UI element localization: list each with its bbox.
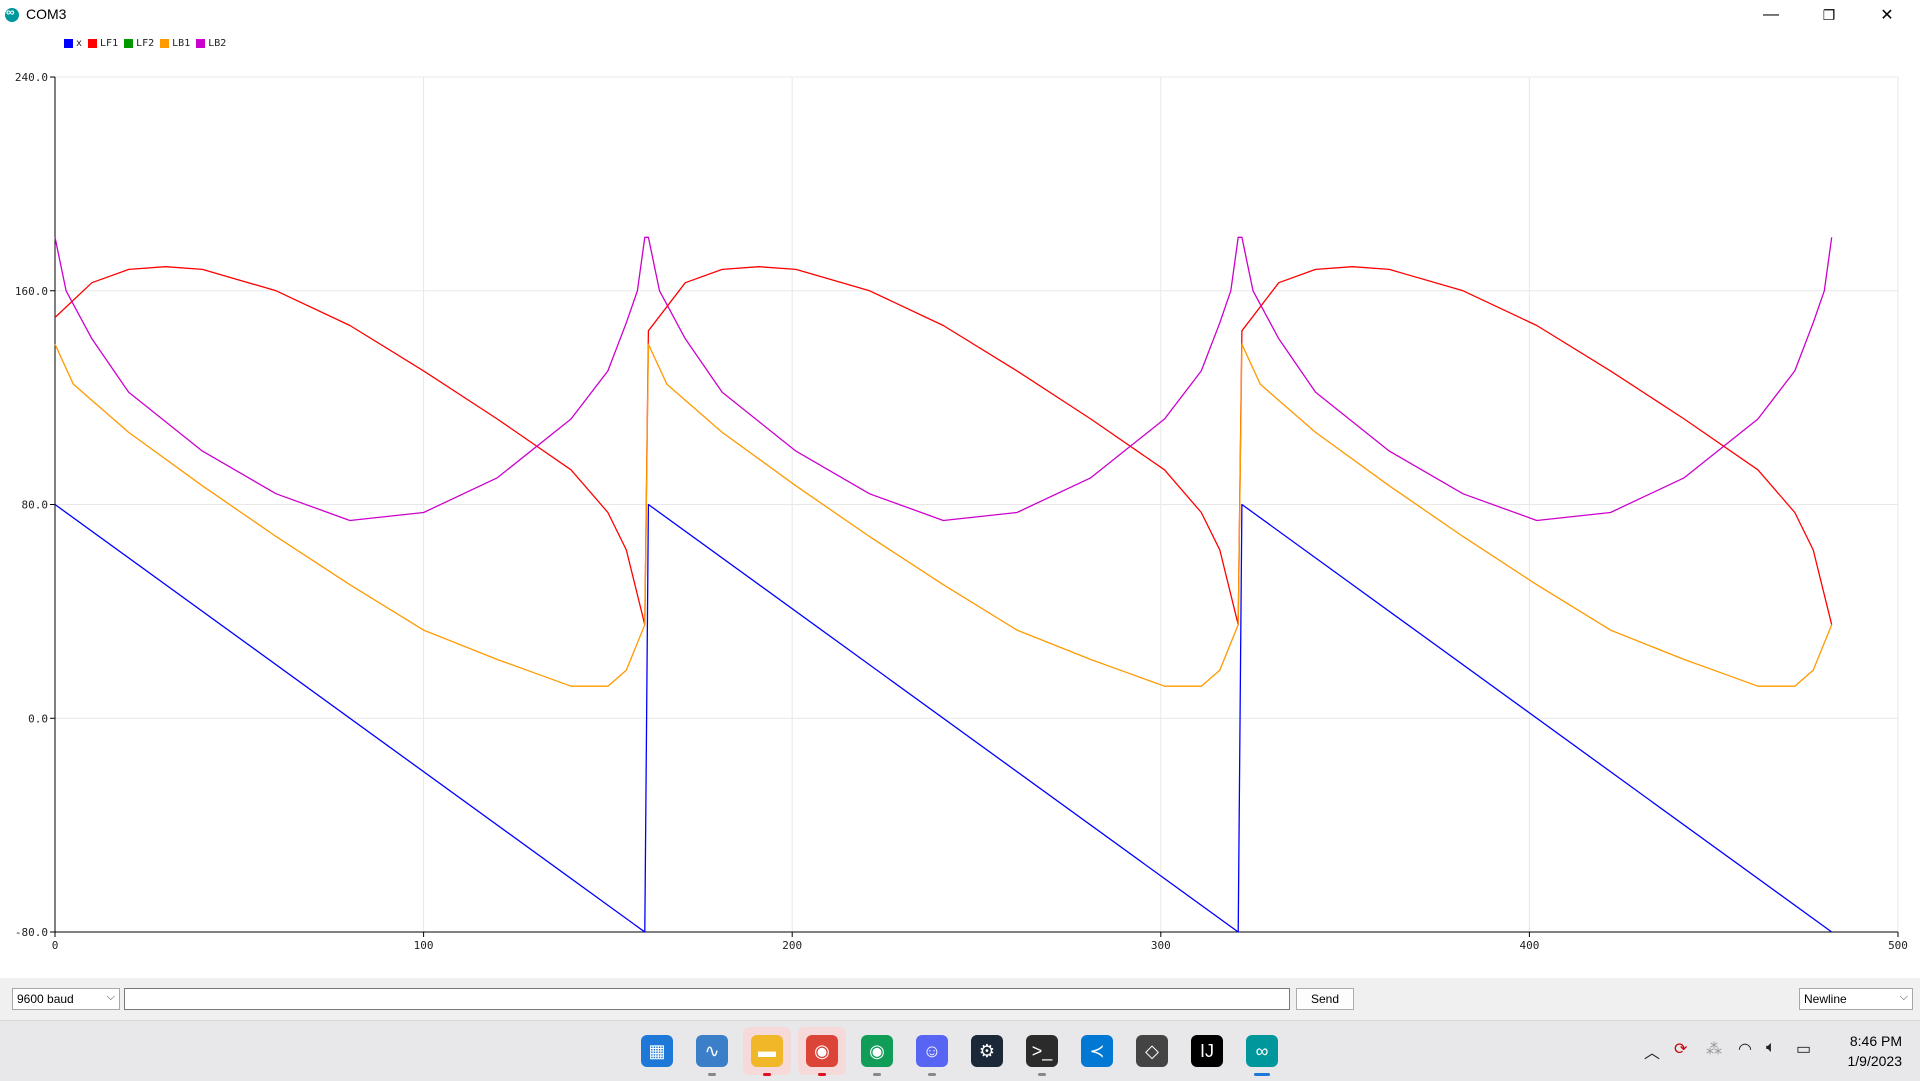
taskbar-running-indicator <box>1254 1073 1270 1076</box>
legend-item-lb2[interactable]: LB2 <box>196 36 226 50</box>
chevron-down-icon: ⌵ <box>1899 991 1908 1003</box>
tray-chevron-icon[interactable]: ︿ <box>1644 1045 1661 1062</box>
x-tick-label: 0 <box>52 939 59 952</box>
legend-swatch <box>64 38 73 48</box>
legend-label: x <box>76 37 83 49</box>
chart-legend: x LF1 LF2 LB1 LB2 <box>64 36 226 50</box>
legend-swatch <box>88 38 98 48</box>
baud-rate-select[interactable]: 9600 baud ⌵ <box>12 988 120 1010</box>
task-manager-icon[interactable]: ∿ <box>696 1035 728 1067</box>
chevron-down-icon: ⌵ <box>106 991 115 1003</box>
legend-item-lb1[interactable]: LB1 <box>160 36 190 50</box>
serial-controls-bar: 9600 baud ⌵ Send Newline ⌵ <box>0 978 1920 1020</box>
series-line-lf1 <box>54 266 1833 626</box>
arduino-app-icon <box>5 5 19 22</box>
series-line-lb1 <box>54 343 1833 687</box>
volume-icon[interactable]: 🔈︎ <box>1766 1039 1776 1056</box>
x-tick-label: 500 <box>1888 939 1908 952</box>
sync-icon[interactable]: ⟳ <box>1674 1041 1688 1058</box>
taskbar-running-indicator <box>928 1073 936 1076</box>
y-tick-label: -80.0 <box>15 926 48 939</box>
legend-swatch <box>160 38 170 48</box>
wifi-icon[interactable]: ◠ <box>1738 1041 1752 1058</box>
serial-send-input[interactable] <box>124 988 1290 1010</box>
steam-icon[interactable]: ⚙ <box>971 1035 1003 1067</box>
line-ending-value: Newline <box>1804 992 1847 1006</box>
title-bar: COM3 — ❐ ✕ <box>0 0 1920 30</box>
taskbar-running-indicator <box>873 1073 881 1076</box>
clock-time: 8:46 PM <box>1849 1033 1902 1049</box>
legend-item-lf1[interactable]: LF1 <box>88 36 118 50</box>
window-title: COM3 <box>26 6 67 22</box>
y-tick-label: 80.0 <box>22 499 49 512</box>
taskbar-running-indicator <box>763 1073 771 1076</box>
unity-icon[interactable]: ◇ <box>1136 1035 1168 1067</box>
legend-swatch <box>196 38 206 48</box>
chrome-profile-icon[interactable]: ◉ <box>806 1035 838 1067</box>
send-button[interactable]: Send <box>1296 988 1354 1010</box>
taskbar-running-indicator <box>818 1073 826 1076</box>
x-tick-label: 200 <box>782 939 802 952</box>
taskbar-running-indicator <box>708 1073 716 1076</box>
network-alt-icon[interactable]: ⁂ <box>1706 1041 1722 1058</box>
legend-item-lf2[interactable]: LF2 <box>124 36 154 50</box>
legend-label: LB2 <box>208 37 227 49</box>
series-line-x <box>54 503 1833 933</box>
start-icon[interactable]: ▦ <box>641 1035 673 1067</box>
y-tick-label: 0.0 <box>28 712 48 725</box>
baud-rate-value: 9600 baud <box>17 992 74 1006</box>
y-tick-label: 160.0 <box>15 285 48 298</box>
minimize-button[interactable]: — <box>1763 6 1779 23</box>
vscode-icon[interactable]: ≺ <box>1081 1035 1113 1067</box>
legend-label: LF2 <box>136 37 155 49</box>
terminal-icon[interactable]: >_ <box>1026 1035 1058 1067</box>
file-explorer-icon[interactable]: ▬ <box>751 1035 783 1067</box>
x-tick-label: 100 <box>414 939 434 952</box>
legend-label: LF1 <box>100 37 119 49</box>
y-tick-label: 240.0 <box>15 71 48 84</box>
taskbar-running-indicator <box>1038 1073 1046 1076</box>
clock[interactable]: 8:46 PM 1/9/2023 <box>1848 1031 1903 1071</box>
intellij-icon[interactable]: IJ <box>1191 1035 1223 1067</box>
series-line-lb2 <box>54 236 1833 522</box>
x-tick-label: 300 <box>1151 939 1171 952</box>
discord-icon[interactable]: ☺ <box>916 1035 948 1067</box>
serial-plot: 0 100 200 300 400 500 -80.0 0.0 80.0 160.0 240.0 <box>15 71 1908 952</box>
taskbar: ▦ ∿ ▬ ◉ ◉ ☺ ⚙ >_ ≺ ◇ IJ ∞ ︿ ⟳ ⁂ ◠ 🔈︎ ▭ 8:46 PM 1/9/… <box>0 1020 1920 1081</box>
arduino-icon[interactable]: ∞ <box>1246 1035 1278 1067</box>
x-tick-label: 400 <box>1519 939 1539 952</box>
close-button[interactable]: ✕ <box>1880 7 1894 24</box>
legend-label: LB1 <box>172 37 191 49</box>
clock-date: 1/9/2023 <box>1847 1053 1903 1069</box>
restore-button[interactable]: ❐ <box>1822 6 1836 23</box>
line-ending-select[interactable]: Newline ⌵ <box>1799 988 1913 1010</box>
legend-swatch <box>124 38 134 48</box>
legend-item-x[interactable]: x <box>64 36 82 50</box>
battery-icon[interactable]: ▭ <box>1796 1041 1812 1058</box>
chrome-icon[interactable]: ◉ <box>861 1035 893 1067</box>
